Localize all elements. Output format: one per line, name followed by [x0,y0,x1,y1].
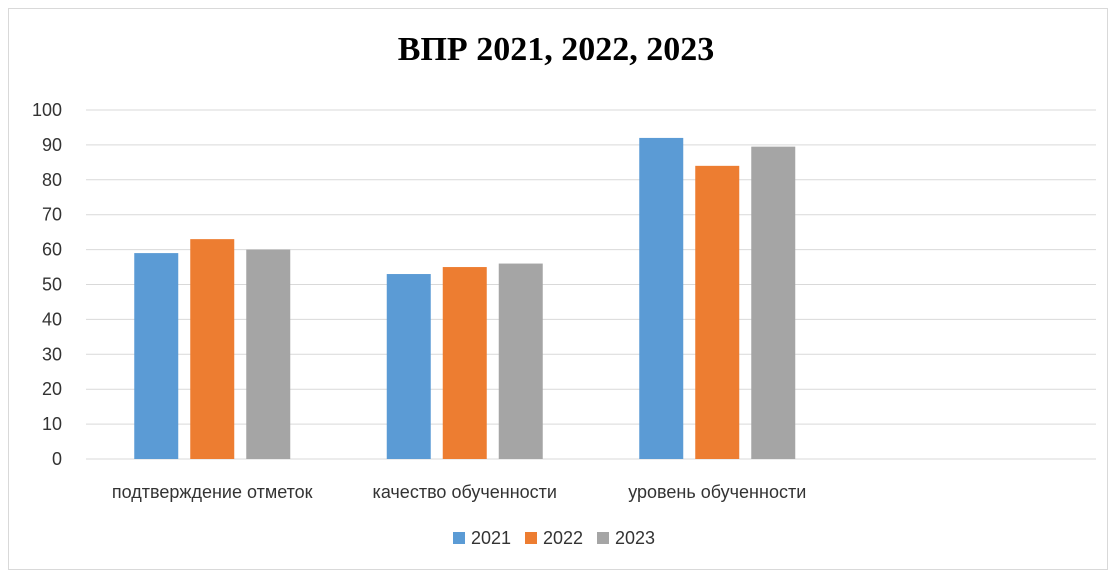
legend-label: 2023 [615,528,655,548]
y-tick-label: 20 [42,379,62,399]
legend-swatch-2022 [525,532,537,544]
y-tick-label: 90 [42,135,62,155]
legend-swatch-2021 [453,532,465,544]
y-tick-label: 30 [42,344,62,364]
y-tick-label: 80 [42,170,62,190]
bar-2022 [695,165,740,459]
y-tick-label: 40 [42,309,62,329]
bar-2021 [639,137,684,460]
y-tick-label: 100 [32,100,62,120]
y-tick-label: 70 [42,205,62,225]
legend-swatch-2023 [597,532,609,544]
x-category-label: уровень обученности [628,482,806,502]
bar-2023 [246,249,291,459]
y-tick-label: 10 [42,414,62,434]
x-category-label: подтверждение отметок [112,482,313,502]
bar-2023 [498,263,543,459]
x-category-label: качество обученности [373,482,557,502]
legend-label: 2021 [471,528,511,548]
y-tick-label: 60 [42,240,62,260]
chart-title: ВПР 2021, 2022, 2023 [397,31,715,68]
legend-label: 2022 [543,528,583,548]
bar-2022 [442,267,487,459]
bar-2022 [190,239,235,459]
y-tick-label: 50 [42,275,62,295]
bar-2021 [134,253,179,459]
bar-2021 [386,274,431,459]
y-tick-label: 0 [52,449,62,469]
bar-2023 [751,146,796,459]
